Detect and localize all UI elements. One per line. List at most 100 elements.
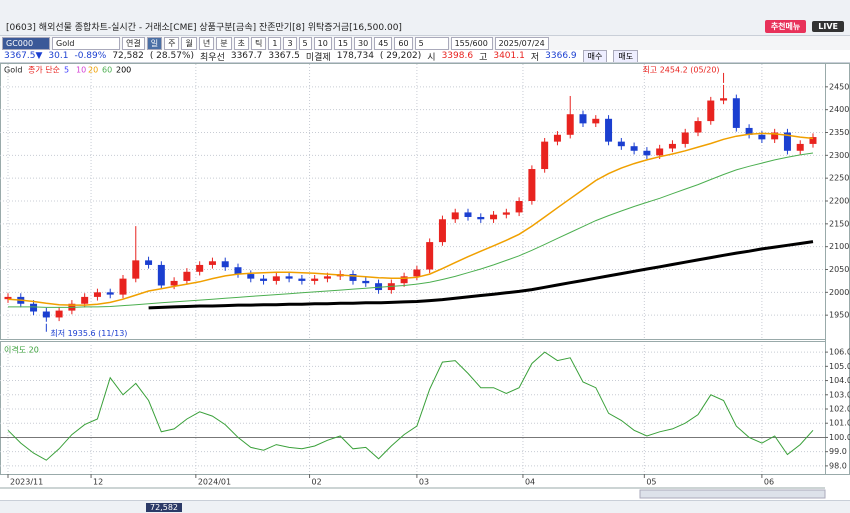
interval-button[interactable]: 15: [333, 36, 353, 50]
candle-body: [630, 146, 638, 151]
candle-body: [145, 260, 153, 265]
period-button[interactable]: 틱: [250, 36, 267, 50]
candle-body: [323, 276, 331, 279]
interval-button[interactable]: 5: [298, 36, 312, 50]
x-tick-label: 2023/11: [10, 478, 43, 487]
quote-item: 3367.5: [268, 51, 300, 61]
order-button[interactable]: 매도: [613, 50, 639, 62]
candle-body: [592, 118, 600, 124]
legend-entry: 20: [88, 66, 98, 75]
y-tick-label: 2450: [829, 82, 849, 91]
quote-item: ( 29,202): [379, 51, 422, 61]
period-button[interactable]: 일: [146, 36, 163, 50]
x-tick-label: 12: [93, 478, 103, 487]
candle-body: [81, 296, 89, 304]
annotation: 최고 2454.2 (05/20): [642, 64, 719, 74]
y-tick-label: 2150: [829, 219, 849, 228]
live-button[interactable]: LIVE: [812, 21, 844, 32]
x-tick-label: 06: [764, 478, 774, 487]
candle-body: [438, 219, 446, 243]
candle-body: [362, 280, 370, 284]
candle-body: [42, 311, 50, 318]
count-select[interactable]: 5: [414, 36, 449, 50]
legend-entry: 200: [116, 66, 131, 75]
candle-body: [4, 296, 12, 300]
candle-body: [783, 132, 791, 151]
x-tick-label: 03: [419, 478, 429, 487]
interval-button[interactable]: 60: [394, 36, 413, 50]
candle-body: [732, 98, 740, 128]
y-tick-label: 105.0: [829, 362, 850, 371]
candle-body: [208, 261, 216, 265]
candle-body: [668, 143, 676, 149]
quote-item: 3366.9: [545, 51, 577, 61]
candle-body: [490, 214, 498, 220]
toolbar: GC000 Gold 연결 일 주 월 년 분 초 틱 1 3 5 10 15 30 45 60 5 155/600 2…: [0, 36, 850, 50]
code-input[interactable]: GC000: [2, 36, 50, 50]
symbol-name: Gold: [52, 36, 120, 50]
period-button[interactable]: 년: [198, 36, 215, 50]
series-label: Gold: [4, 66, 22, 75]
interval-button[interactable]: 30: [354, 36, 373, 50]
moving-average: [148, 240, 814, 310]
y-tick-label: 2400: [829, 105, 849, 114]
quote-item: 72,582: [112, 51, 144, 61]
candle-body: [260, 278, 268, 281]
status-bar: 72,582: [0, 500, 850, 513]
quote-item: 178,734: [336, 51, 374, 61]
quote-item: 고: [479, 52, 488, 63]
range-display: 155/600: [450, 36, 493, 50]
candle-body: [528, 169, 536, 201]
order-button[interactable]: 매수: [582, 50, 608, 62]
candle-body: [464, 212, 472, 217]
candle-body: [132, 260, 140, 279]
candle-body: [426, 242, 434, 270]
y-tick-label: 106.0: [829, 348, 850, 357]
interval-button[interactable]: 45: [374, 36, 393, 50]
pane-title: 이격도 20: [4, 345, 39, 355]
interval-button[interactable]: 1: [268, 36, 282, 50]
period-button[interactable]: 초: [233, 36, 249, 50]
candle-body: [553, 134, 561, 142]
candle-body: [758, 134, 766, 140]
candle-body: [477, 216, 485, 220]
legend-entry: 10: [76, 66, 86, 75]
date-input[interactable]: 2025/07/24: [494, 36, 549, 50]
candle-body: [643, 150, 651, 156]
candle-body: [771, 132, 779, 140]
quote-item: 미결제: [305, 52, 331, 63]
candle-body: [579, 114, 587, 124]
candle-body: [298, 278, 306, 281]
candle-body: [809, 137, 817, 144]
candle-body: [55, 310, 63, 318]
candle-body: [183, 271, 191, 281]
candle-body: [566, 114, 574, 135]
period-button[interactable]: 주: [164, 36, 180, 50]
interval-button[interactable]: 10: [313, 36, 332, 50]
chart: 1950 2000 2050 2100 2150 2200 2250 2300 2350 2400…: [0, 63, 850, 499]
quote-item: ( 28.57%): [149, 51, 195, 61]
menu-button[interactable]: 추천메뉴: [764, 20, 807, 33]
legend-label: 종가 단순: [28, 65, 60, 75]
candle-body: [349, 274, 357, 281]
interval-button[interactable]: 3: [283, 36, 297, 50]
candle-body: [720, 98, 728, 101]
candle-body: [196, 264, 204, 272]
period-button[interactable]: 연결: [122, 36, 145, 50]
y-tick-label: 103.0: [829, 390, 850, 399]
candle-body: [707, 100, 715, 122]
candle-body: [285, 276, 293, 279]
annotation: 최저 1935.6 (11/13): [50, 328, 127, 338]
title-bar: [0603] 해외선물 종합차트-실시간 - 거래소[CME] 상품구분[금속]…: [0, 0, 850, 36]
period-button[interactable]: 분: [216, 36, 232, 50]
x-tick-label: 02: [312, 478, 322, 487]
y-tick-label: 1950: [829, 311, 849, 320]
quote-item: -0.89%: [74, 51, 107, 61]
oscillator-line: [7, 351, 814, 461]
period-button[interactable]: 월: [181, 36, 197, 50]
candle-body: [170, 280, 178, 286]
quote-item: 최우선: [200, 52, 225, 63]
candle-body: [400, 276, 408, 284]
